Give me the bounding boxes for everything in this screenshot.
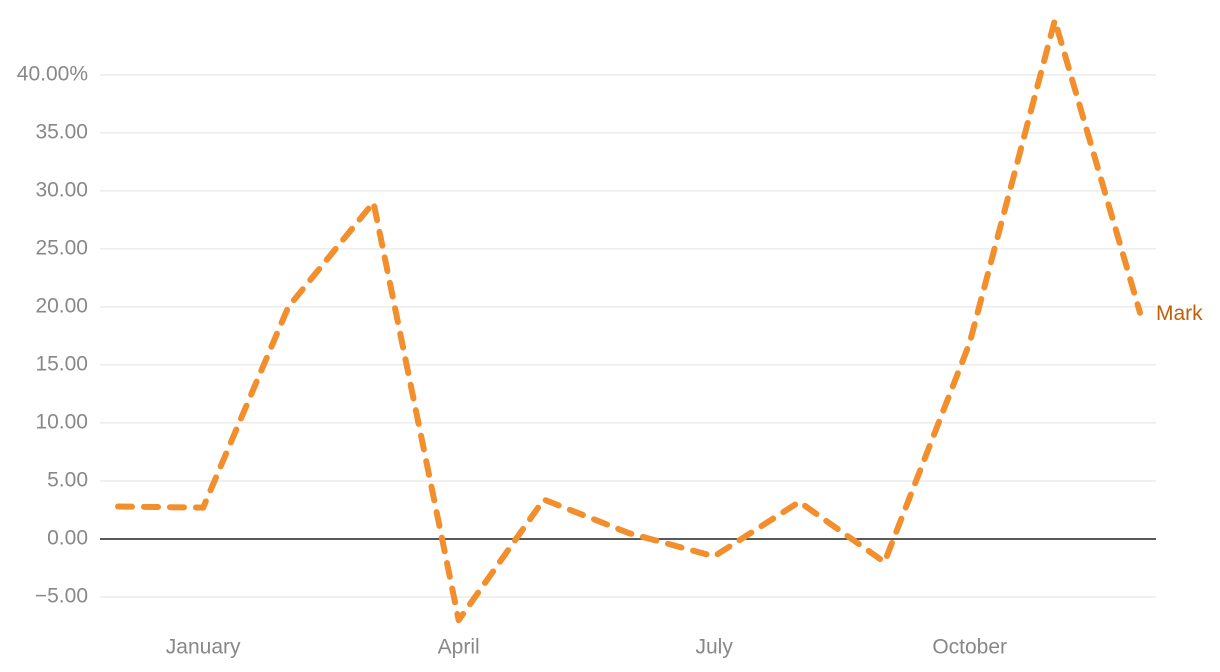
y-tick-label: 10.00 — [35, 410, 88, 433]
y-tick-label: 40.00% — [17, 62, 88, 85]
x-tick-label: October — [932, 636, 1007, 659]
y-tick-label: −5.00 — [35, 585, 88, 608]
y-tick-label: 20.00 — [35, 294, 88, 317]
series-label: Mark — [1156, 302, 1203, 325]
x-tick-label: April — [438, 636, 480, 659]
y-tick-label: 15.00 — [35, 352, 88, 375]
y-tick-label: 0.00 — [47, 527, 88, 550]
y-tick-label: 25.00 — [35, 236, 88, 259]
y-tick-label: 30.00 — [35, 178, 88, 201]
y-tick-label: 5.00 — [47, 468, 88, 491]
x-tick-label: July — [695, 636, 733, 659]
x-tick-label: January — [166, 636, 241, 659]
y-tick-label: 35.00 — [35, 120, 88, 143]
line — [115, 17, 1143, 624]
